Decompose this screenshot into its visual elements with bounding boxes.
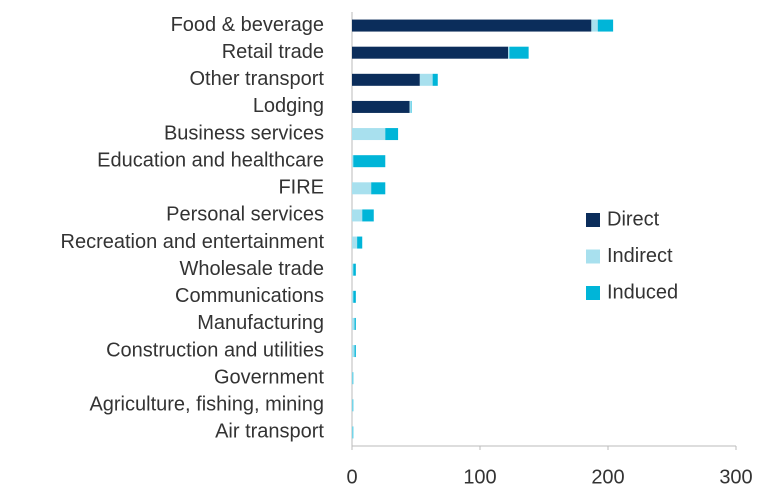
legend-label: Indirect bbox=[607, 245, 673, 267]
y-tick-label: Education and healthcare bbox=[97, 149, 324, 171]
bar-segment bbox=[362, 209, 374, 222]
x-tick-label: 200 bbox=[591, 466, 624, 488]
legend-label: Direct bbox=[607, 208, 660, 230]
bar-segment bbox=[419, 73, 433, 86]
x-tick-label: 100 bbox=[463, 466, 496, 488]
y-tick-label: Communications bbox=[175, 285, 324, 307]
y-tick-label: Personal services bbox=[166, 204, 324, 226]
bar-segment bbox=[352, 46, 509, 59]
bar-segment bbox=[353, 155, 386, 168]
bar-segment bbox=[354, 317, 356, 330]
bar-segment bbox=[352, 317, 355, 330]
bar-segment bbox=[508, 46, 510, 59]
legend-swatch bbox=[586, 213, 600, 227]
bar-segment bbox=[409, 100, 411, 113]
y-tick-label: Government bbox=[214, 366, 324, 388]
bar-segment bbox=[352, 345, 355, 358]
bar-segment bbox=[353, 263, 356, 276]
bar-segment bbox=[591, 19, 598, 32]
bar-segment bbox=[352, 426, 354, 439]
bar-segment bbox=[352, 236, 358, 249]
bar-segment bbox=[352, 209, 363, 222]
legend-swatch bbox=[586, 286, 600, 300]
legend-swatch bbox=[586, 249, 600, 264]
bar-segment bbox=[352, 399, 353, 412]
y-tick-label: Other transport bbox=[189, 68, 324, 90]
y-tick-label: FIRE bbox=[278, 177, 324, 199]
y-tick-label: Lodging bbox=[253, 95, 324, 117]
y-tick-label: Recreation and entertainment bbox=[61, 231, 325, 253]
bar-segment bbox=[357, 236, 363, 249]
y-tick-label: Agriculture, fishing, mining bbox=[89, 394, 324, 416]
bar-segment bbox=[352, 100, 410, 113]
y-tick-label: Manufacturing bbox=[197, 312, 324, 334]
bar-segment bbox=[353, 290, 356, 303]
bar-segment bbox=[352, 128, 386, 141]
bar-segment bbox=[352, 372, 353, 385]
bar-segment bbox=[354, 345, 356, 358]
bar-segment bbox=[432, 73, 438, 86]
bar-segment bbox=[352, 290, 354, 303]
bar-segment bbox=[410, 100, 412, 113]
bar-segment bbox=[352, 182, 372, 195]
bar-segment bbox=[509, 46, 529, 59]
x-tick-label: 300 bbox=[719, 466, 752, 488]
legend-label: Induced bbox=[607, 281, 678, 303]
bar-segment bbox=[352, 399, 354, 412]
y-tick-label: Business services bbox=[164, 122, 324, 144]
bar-segment bbox=[371, 182, 386, 195]
y-tick-label: Food & beverage bbox=[171, 14, 324, 36]
y-tick-label: Construction and utilities bbox=[106, 339, 324, 361]
bar-segment bbox=[352, 155, 354, 168]
y-tick-label: Retail trade bbox=[222, 41, 324, 63]
y-tick-label: Wholesale trade bbox=[179, 258, 324, 280]
bar-segment bbox=[352, 19, 592, 32]
bar-segment bbox=[352, 263, 354, 276]
x-tick-label: 0 bbox=[346, 466, 357, 488]
y-tick-label: Air transport bbox=[215, 421, 324, 443]
bar-segment bbox=[352, 73, 420, 86]
bar-segment bbox=[597, 19, 614, 32]
bar-segment bbox=[352, 426, 353, 439]
bar-segment bbox=[352, 372, 354, 385]
bar-segment bbox=[385, 128, 399, 141]
